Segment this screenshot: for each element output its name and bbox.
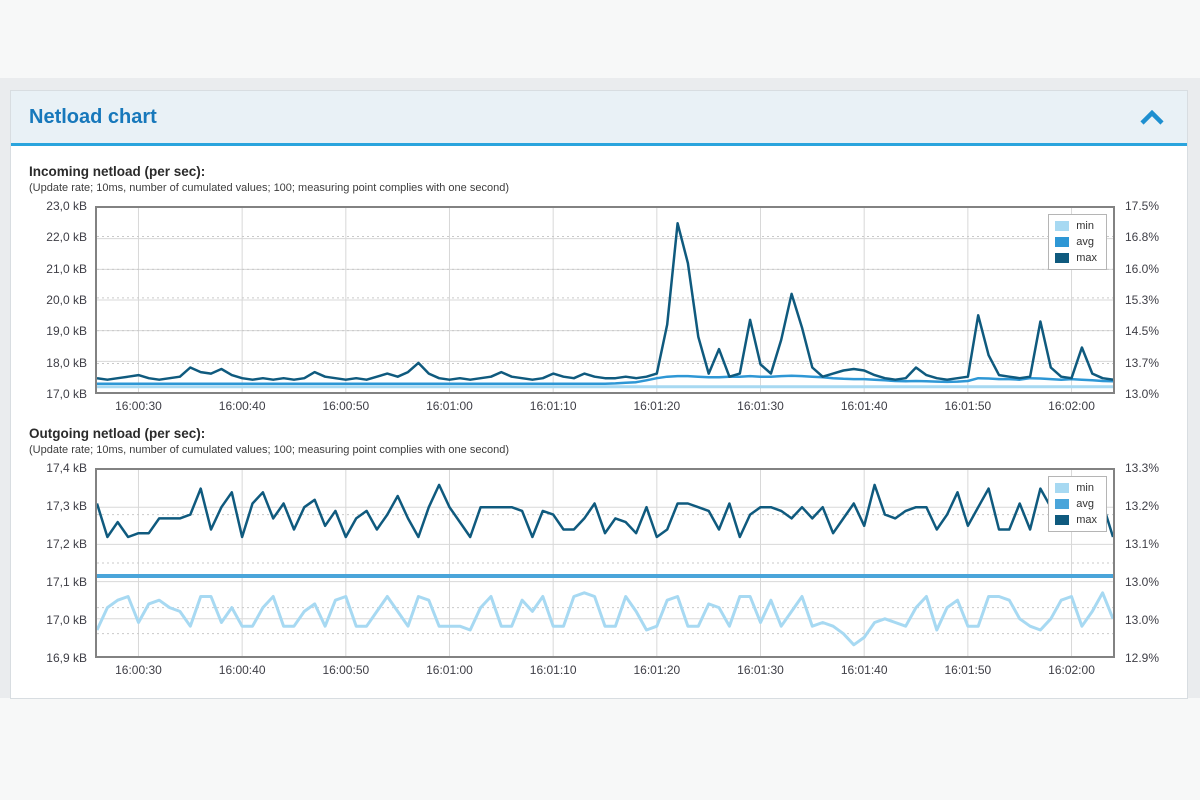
legend-item-max: max <box>1055 252 1097 264</box>
outgoing-netload-section: Outgoing netload (per sec): (Update rate… <box>27 426 1171 682</box>
chevron-up-icon <box>1139 109 1165 128</box>
legend-label: max <box>1076 514 1097 526</box>
y-right-axis-label: 13.2% <box>1125 499 1160 513</box>
series-avg-line <box>97 374 1113 385</box>
chart-title: Incoming netload (per sec): <box>29 164 206 179</box>
x-axis-label: 16:02:00 <box>1048 663 1095 677</box>
y-left-axis-label: 22,0 kB <box>46 230 87 245</box>
y-left-axis-label: 19,0 kB <box>46 324 87 339</box>
panel-title: Netload chart <box>29 105 157 128</box>
x-axis-label: 16:01:20 <box>633 399 681 413</box>
y-left-axis-label: 20,0 kB <box>46 293 87 307</box>
y-right-axis-label: 13.1% <box>1125 537 1160 551</box>
y-right-axis-label: 17.5% <box>1125 199 1160 213</box>
x-axis-label: 16:00:40 <box>218 663 266 677</box>
y-left-axis-label: 17,3 kB <box>46 499 87 513</box>
x-axis-label: 16:00:30 <box>115 399 162 413</box>
x-axis-label: 16:01:40 <box>840 399 888 413</box>
plot-area: min avg max <box>95 206 1115 394</box>
netload-panel: Netload chart Incoming netload (per sec)… <box>10 90 1188 699</box>
y-left-axis-label: 17,2 kB <box>46 537 87 551</box>
x-axis-label: 16:00:50 <box>322 399 370 413</box>
chart-subtitle: (Update rate; 10ms, number of cumulated … <box>29 182 509 194</box>
legend-swatch-avg-icon <box>1055 499 1070 509</box>
x-axis-label: 16:01:20 <box>633 663 681 677</box>
y-axis-left: 23,0 kB 22,0 kB 21,0 kB 20,0 kB 19,0 kB 18,0 … <box>27 199 95 401</box>
y-right-axis-label: 13.0% <box>1125 387 1160 401</box>
x-axis-label: 16:01:10 <box>529 663 577 677</box>
legend-swatch-avg-icon <box>1055 237 1070 247</box>
chart-legend: min avg max <box>1048 214 1107 270</box>
legend-item-min: min <box>1055 220 1097 232</box>
y-left-axis-label: 23,0 kB <box>46 199 87 213</box>
x-axis-label: 16:01:30 <box>737 663 784 677</box>
legend-swatch-min-icon <box>1055 221 1070 231</box>
series-max-line <box>97 222 1113 381</box>
legend-label: min <box>1076 482 1094 494</box>
chart-title: Outgoing netload (per sec): <box>29 426 206 441</box>
y-left-axis-label: 17,0 kB <box>46 387 87 401</box>
y-right-axis-label: 13.0% <box>1125 613 1160 627</box>
y-left-axis-label: 18,0 kB <box>46 355 87 370</box>
y-left-axis-label: 17,4 kB <box>46 461 87 475</box>
legend-item-avg: avg <box>1055 236 1097 248</box>
y-right-axis-label: 12.9% <box>1125 651 1160 665</box>
x-axis-label: 16:01:30 <box>737 399 784 413</box>
collapse-panel-button[interactable] <box>1139 109 1165 128</box>
chart-legend: min avg max <box>1048 476 1107 532</box>
y-right-axis-label: 13.3% <box>1125 461 1160 475</box>
x-axis: 16:00:30 16:00:40 16:00:50 16:01:00 16:01:10… <box>97 394 1113 418</box>
x-axis-label: 16:00:30 <box>115 663 162 677</box>
x-axis-label: 16:01:00 <box>426 663 473 677</box>
plot-area: min avg max <box>95 468 1115 658</box>
y-axis-right: 17.5% 16.8% 16.0% 15.3% 14.5% 13.7% 13.0% <box>1115 199 1171 401</box>
y-right-axis-label: 16.0% <box>1125 261 1160 276</box>
legend-swatch-max-icon <box>1055 515 1070 525</box>
x-axis-label: 16:01:50 <box>944 399 992 413</box>
chart-subtitle: (Update rate; 10ms, number of cumulated … <box>29 444 509 456</box>
x-axis-label: 16:01:10 <box>529 399 577 413</box>
y-right-axis-label: 14.5% <box>1125 324 1160 339</box>
x-axis-label: 16:02:00 <box>1048 399 1095 413</box>
y-axis-right: 13.3% 13.2% 13.1% 13.0% 13.0% 12.9% <box>1115 461 1171 665</box>
y-axis-left: 17,4 kB 17,3 kB 17,2 kB 17,1 kB 17,0 kB 16,9 … <box>27 461 95 665</box>
y-right-axis-label: 13.0% <box>1125 575 1160 589</box>
outgoing-netload-chart: 17,4 kB 17,3 kB 17,2 kB 17,1 kB 17,0 kB 16,9 … <box>27 461 1171 665</box>
x-axis: 16:00:30 16:00:40 16:00:50 16:01:00 16:01:10… <box>97 658 1113 682</box>
y-right-axis-label: 15.3% <box>1125 293 1160 307</box>
legend-swatch-max-icon <box>1055 253 1070 263</box>
legend-item-max: max <box>1055 514 1097 526</box>
incoming-netload-section: Incoming netload (per sec): (Update rate… <box>27 164 1171 418</box>
x-axis-label: 16:01:40 <box>840 663 888 677</box>
legend-label: min <box>1076 220 1094 232</box>
y-left-axis-label: 16,9 kB <box>46 651 87 665</box>
panel-header: Netload chart <box>11 91 1187 146</box>
y-right-axis-label: 13.7% <box>1125 355 1160 370</box>
x-axis-label: 16:01:00 <box>426 399 473 413</box>
series-min-line <box>97 591 1113 647</box>
y-left-axis-label: 21,0 kB <box>46 261 87 276</box>
x-axis-label: 16:00:50 <box>322 663 370 677</box>
legend-item-min: min <box>1055 482 1097 494</box>
y-left-axis-label: 17,1 kB <box>46 575 87 589</box>
legend-label: avg <box>1076 236 1094 248</box>
incoming-netload-chart: 23,0 kB 22,0 kB 21,0 kB 20,0 kB 19,0 kB 18,0 … <box>27 199 1171 401</box>
y-right-axis-label: 16.8% <box>1125 230 1160 245</box>
y-left-axis-label: 17,0 kB <box>46 613 87 627</box>
x-axis-label: 16:00:40 <box>218 399 266 413</box>
legend-swatch-min-icon <box>1055 483 1070 493</box>
series-max-line <box>97 483 1113 539</box>
legend-item-avg: avg <box>1055 498 1097 510</box>
legend-label: avg <box>1076 498 1094 510</box>
x-axis-label: 16:01:50 <box>944 663 992 677</box>
panel-body: Incoming netload (per sec): (Update rate… <box>11 146 1187 698</box>
legend-label: max <box>1076 252 1097 264</box>
